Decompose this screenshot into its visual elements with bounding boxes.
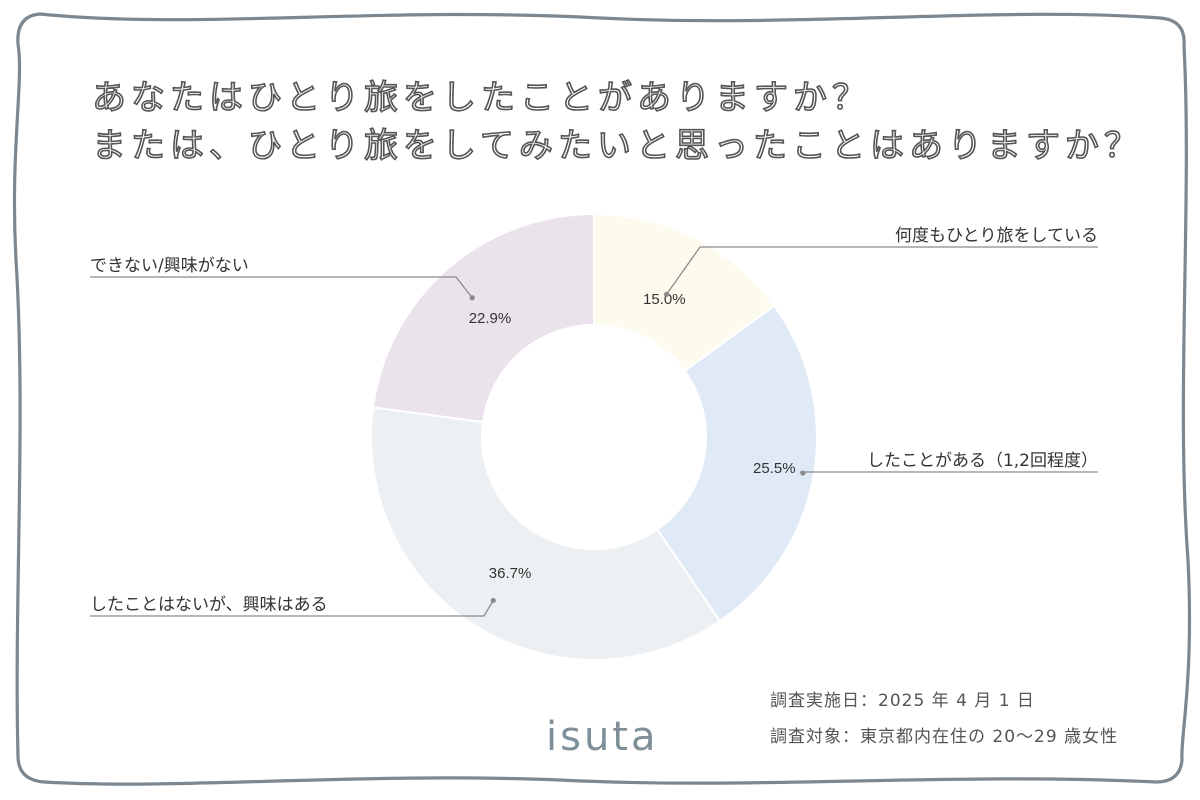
survey-target-note: 調査対象：東京都内在住の 20〜29 歳女性: [770, 727, 1119, 747]
leader-line-1: [666, 246, 1098, 295]
leader-line-2: [799, 471, 1098, 474]
slice-value-label-2: 25.5%: [753, 460, 796, 477]
slice-value-label-3: 36.7%: [489, 565, 532, 582]
category-label-1: 何度もひとり旅をしている: [895, 226, 1098, 246]
donut-slice-3: [370, 406, 722, 661]
leader-line-3: [90, 600, 494, 617]
donut-slice-4: [371, 212, 595, 424]
donut-slice-1: [593, 212, 776, 373]
survey-date-note: 調査実施日：2025 年 4 月 1 日: [770, 691, 1035, 711]
category-label-4: できない/興味がない: [90, 256, 249, 276]
donut-slice-2: [655, 304, 818, 623]
slice-value-label-1: 15.0%: [643, 291, 686, 308]
category-label-3: したことはないが、興味はある: [90, 595, 328, 615]
slice-value-label-4: 22.9%: [469, 310, 512, 327]
leader-line-4: [90, 276, 473, 299]
brand-logo: isuta: [546, 714, 659, 760]
category-label-2: したことがある（1,2回程度）: [867, 451, 1098, 471]
title-line-2: または、ひとり旅をしてみたいと思ったことはありますか？: [91, 125, 1143, 167]
title-line-1: あなたはひとり旅をしたことがありますか？: [91, 77, 871, 119]
